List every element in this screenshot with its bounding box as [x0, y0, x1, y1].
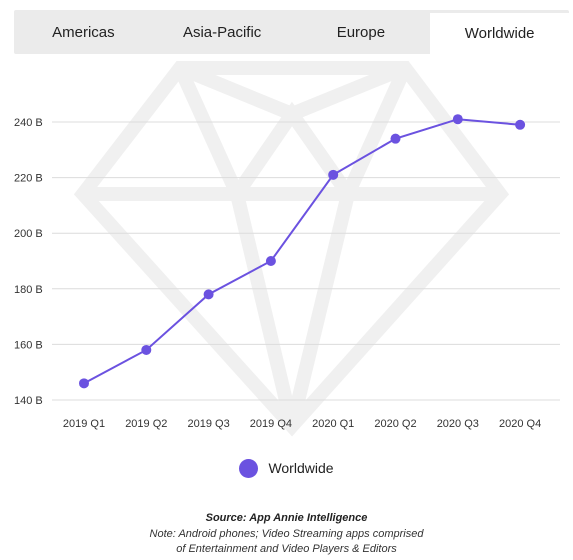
x-tick-label: 2020 Q3: [437, 418, 479, 430]
data-point[interactable]: [141, 344, 152, 355]
chart-area: 140 B 160 B 180 B 200 B 220 B 240 B 2019 Q1 20…: [0, 54, 573, 444]
region-tabs: Americas Asia-Pacific Europe Worldwide: [14, 10, 569, 54]
legend-label-worldwide[interactable]: Worldwide: [268, 460, 334, 476]
tab-worldwide[interactable]: Worldwide: [430, 13, 569, 54]
tab-americas[interactable]: Americas: [52, 23, 115, 41]
y-tick-label: 200 B: [14, 228, 43, 240]
chart-source: Source: App Annie Intelligence: [205, 512, 368, 524]
y-tick-label: 180 B: [14, 284, 43, 296]
chart-note-line-2: of Entertainment and Video Players & Edi…: [176, 543, 397, 555]
data-point[interactable]: [265, 256, 276, 266]
x-tick-label: 2019 Q1: [63, 418, 105, 430]
data-point[interactable]: [452, 114, 463, 125]
y-tick-label: 160 B: [14, 339, 43, 351]
tab-europe[interactable]: Europe: [336, 23, 386, 41]
data-point[interactable]: [390, 133, 401, 144]
data-point[interactable]: [203, 289, 214, 300]
x-axis-ticks: 2019 Q1 2019 Q2 2019 Q3 2019 Q4 2020 Q1 2020 …: [63, 418, 541, 430]
x-tick-label: 2020 Q4: [499, 418, 541, 430]
x-tick-label: 2019 Q2: [125, 418, 167, 430]
series-line: [83, 118, 521, 385]
data-point[interactable]: [515, 119, 526, 130]
legend: Worldwide: [0, 456, 573, 480]
data-point[interactable]: [79, 378, 89, 389]
diamond-watermark-icon: [73, 61, 510, 437]
chart-note-line-1: Note: Android phones; Video Streaming ap…: [149, 528, 424, 540]
data-point[interactable]: [328, 169, 339, 180]
x-tick-label: 2019 Q4: [250, 418, 292, 430]
y-tick-label: 220 B: [14, 173, 43, 185]
y-axis-ticks: 140 B 160 B 180 B 200 B 220 B 240 B: [14, 117, 43, 407]
grid-lines: [52, 121, 560, 401]
y-tick-label: 240 B: [14, 117, 43, 129]
series-worldwide: [79, 114, 526, 389]
x-tick-label: 2020 Q2: [374, 418, 416, 430]
tab-asia-pacific[interactable]: Asia-Pacific: [182, 23, 262, 41]
y-tick-label: 140 B: [14, 395, 43, 407]
legend-marker-worldwide[interactable]: [239, 458, 259, 478]
x-tick-label: 2020 Q1: [312, 418, 354, 430]
x-tick-label: 2019 Q3: [187, 418, 229, 430]
